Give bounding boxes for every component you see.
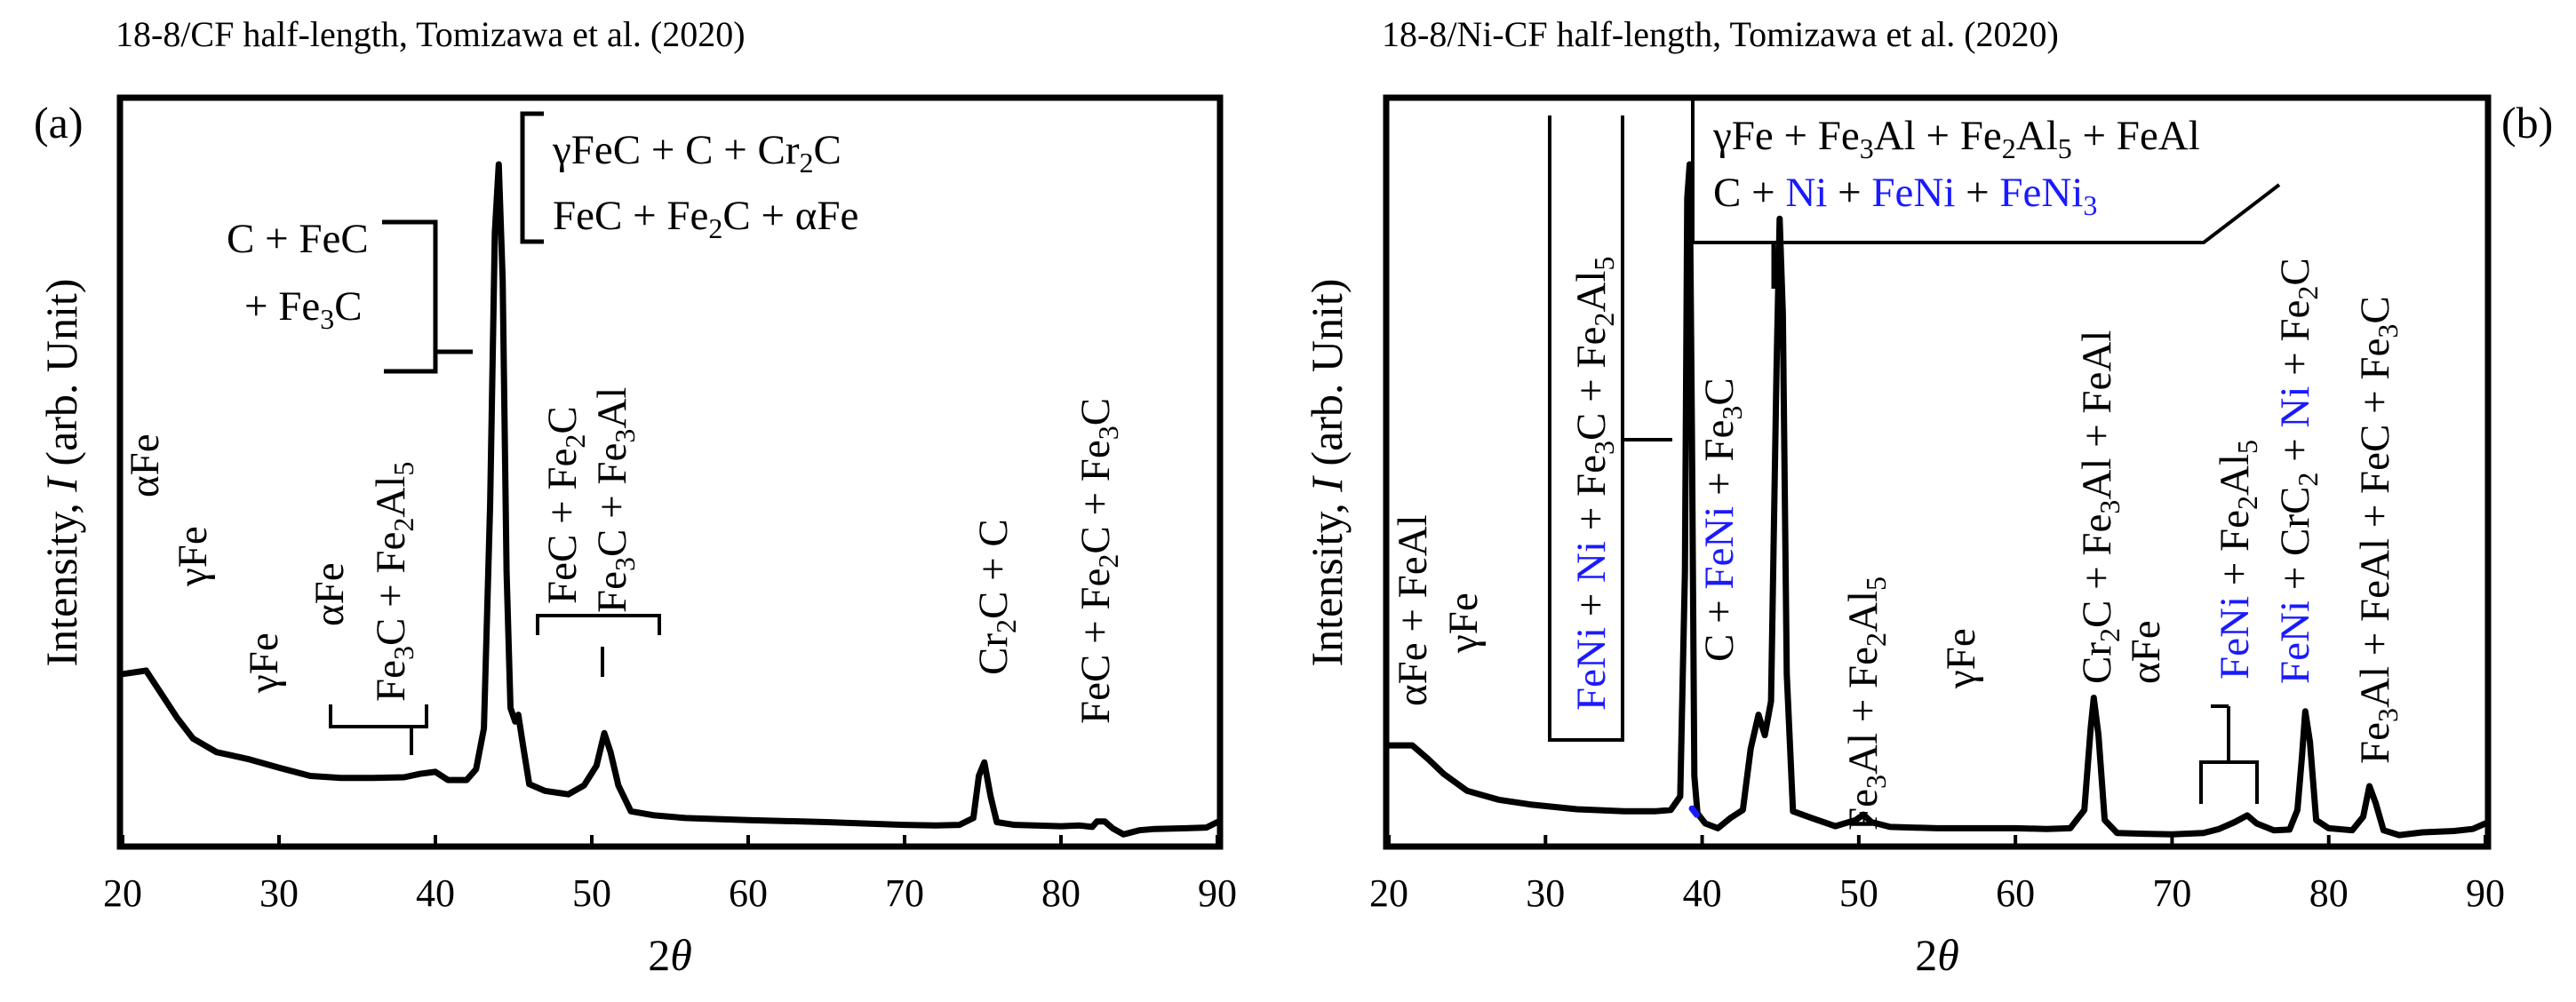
panel-b-plot-frame <box>1383 94 2492 850</box>
panel-b-x-axis-label: 2θ <box>1915 930 1959 980</box>
panel-a-x-ticks: 20 30 40 50 60 70 80 90 <box>103 835 1237 915</box>
bracket-b-feni-ni <box>1548 115 1624 742</box>
annot-a-c-fec-line1: C + FeC <box>227 216 369 262</box>
annot-b-fe3al-feal-fec-fe3c: Fe3Al + FeAl + FeC + Fe3C <box>2352 296 2404 764</box>
annot-a-alphafe-2: αFe <box>307 562 353 626</box>
panel-b-letter: (b) <box>2501 98 2553 147</box>
annot-a-gammafe-2: γFe <box>241 632 287 694</box>
x-tick-label: 40 <box>1683 871 1722 915</box>
annot-a-c-fec-line2: + Fe3C <box>244 283 363 335</box>
annot-a-fec-fe2c-fe3c: FeC + Fe2C + Fe3C <box>1073 398 1124 724</box>
annot-b-c-feni-fe3c: C + FeNi + Fe3C <box>1696 378 1748 662</box>
x-tick-label: 60 <box>1996 871 2035 915</box>
bracket-b-feni-fe2al5 <box>2199 704 2259 804</box>
panel-b: 18-8/Ni-CF half-length, Tomizawa et al. … <box>1302 14 2553 980</box>
annot-a-main-line1: γFeC + C + Cr2C <box>552 127 841 179</box>
x-tick-label: 30 <box>1526 871 1565 915</box>
annot-b-cr2c-fe3al-feal: Cr2C + Fe3Al + FeAl <box>2074 330 2125 684</box>
annot-a-gammafe-1: γFe <box>170 526 216 587</box>
bracket-a-fe3c-fe2al5 <box>329 704 428 755</box>
x-tick-label: 80 <box>1041 871 1081 915</box>
x-tick-label: 50 <box>572 871 611 915</box>
x-tick-label: 70 <box>885 871 924 915</box>
bracket-a-fe3c-fe3al <box>536 614 661 677</box>
x-tick-label: 20 <box>1369 871 1408 915</box>
x-tick-label: 20 <box>103 871 142 915</box>
annot-b-feni-crc2-ni-fe2c: FeNi + CrC2 + Ni + Fe2C <box>2272 258 2324 684</box>
panel-a-title: 18-8/CF half-length, Tomizawa et al. (20… <box>116 14 746 54</box>
x-tick-label: 40 <box>416 871 455 915</box>
annot-a-cr2c-c: Cr2C + C <box>970 519 1022 675</box>
panel-b-blue-marker <box>1688 805 1700 818</box>
annot-b-alphafe: αFe <box>2123 620 2169 684</box>
annot-b-alphafe-feal: αFe + FeAl <box>1390 514 1436 706</box>
panel-a-annotations: αFe γFe γFe αFe Fe3C + Fe2Al5 C + FeC + … <box>122 111 1124 755</box>
annot-b-fe3al-fe2al5: Fe3Al + Fe2Al5 <box>1840 577 1892 831</box>
panel-b-y-axis-label: Intensity, I (arb. Unit) <box>1302 279 1352 667</box>
annot-a-fec-fe2c: FeC + Fe2C <box>539 406 591 604</box>
panel-a-y-axis-label: Intensity, I (arb. Unit) <box>36 279 86 667</box>
x-tick-label: 30 <box>259 871 299 915</box>
x-tick-label: 50 <box>1839 871 1878 915</box>
annot-a-alphafe-1: αFe <box>122 433 168 497</box>
x-tick-label: 80 <box>2309 871 2349 915</box>
panel-a-letter: (a) <box>34 98 84 147</box>
panel-a-xrd-curve <box>119 161 1221 838</box>
panel-b-x-ticks: 20 30 40 50 60 70 80 90 <box>1369 835 2505 915</box>
x-tick-label: 90 <box>1198 871 1237 915</box>
annot-b-gammafe-1: γFe <box>1440 592 1487 654</box>
bracket-a-c-fec-fe3c <box>382 219 473 374</box>
panel-a-x-axis-label: 2θ <box>648 930 692 980</box>
panel-a-plot-frame <box>116 94 1224 850</box>
annot-b-main-line2: C + Ni + FeNi + FeNi3 <box>1713 170 2097 221</box>
panel-b-title: 18-8/Ni-CF half-length, Tomizawa et al. … <box>1382 14 2059 54</box>
annot-a-fe3c-fe3al: Fe3C + Fe3Al <box>589 387 641 613</box>
annot-b-feni-fe2al5: FeNi + Fe2Al5 <box>2212 440 2263 680</box>
panel-a: 18-8/CF half-length, Tomizawa et al. (20… <box>34 14 1237 980</box>
annot-a-main-line2: FeC + Fe2C + αFe <box>553 193 858 244</box>
panel-b-annotations: αFe + FeAl γFe FeNi + Ni + Fe3C + Fe2Al5… <box>1390 98 2404 831</box>
annot-b-gammafe-2: γFe <box>1938 628 1984 689</box>
box-b-main-peak <box>1691 98 2281 244</box>
annot-b-main-line1: γFe + Fe3Al + Fe2Al5 + FeAl <box>1712 113 2200 164</box>
x-tick-label: 90 <box>2466 871 2505 915</box>
x-tick-label: 60 <box>729 871 768 915</box>
bracket-a-main-peak <box>520 111 544 244</box>
panel-b-xrd-curve <box>1385 161 2489 839</box>
annot-b-feni-ni-fe3c-fe2al5: FeNi + Ni + Fe3C + Fe2Al5 <box>1568 257 1620 711</box>
annot-a-fe3c-fe2al5: Fe3C + Fe2Al5 <box>368 462 419 702</box>
x-tick-label: 70 <box>2152 871 2191 915</box>
